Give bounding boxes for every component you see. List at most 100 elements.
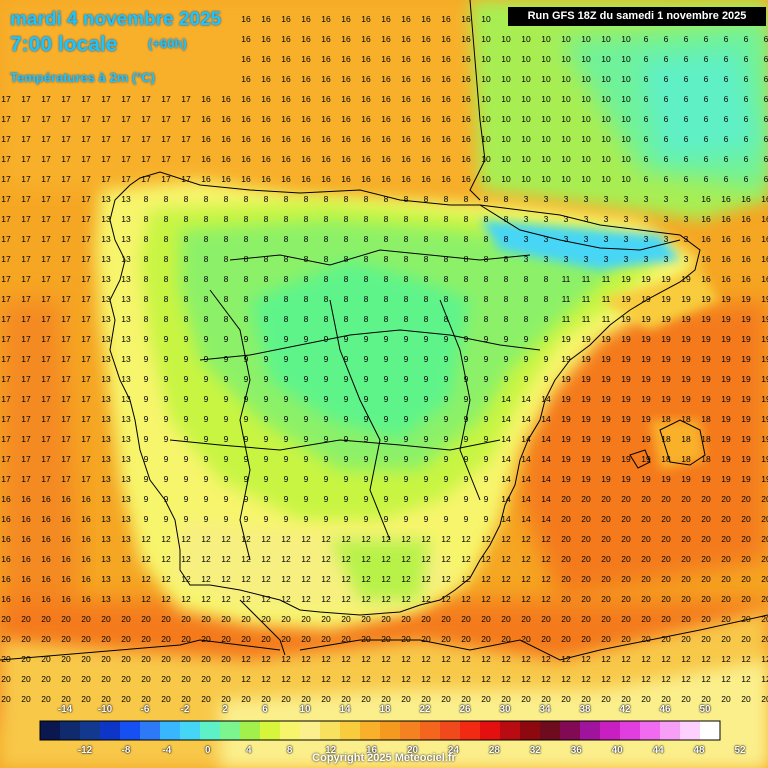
grid-value: 18 — [701, 454, 711, 464]
grid-value: 6 — [644, 34, 649, 44]
grid-value: 20 — [281, 634, 291, 644]
grid-value: 9 — [384, 414, 389, 424]
grid-value: 20 — [661, 614, 671, 624]
grid-value: 11 — [562, 294, 571, 304]
grid-value: 9 — [224, 354, 229, 364]
grid-value: 11 — [582, 274, 591, 284]
grid-value: 16 — [261, 134, 271, 144]
grid-value: 17 — [81, 474, 91, 484]
grid-value: 20 — [681, 534, 691, 544]
grid-value: 10 — [501, 54, 511, 64]
grid-value: 8 — [324, 214, 329, 224]
grid-value: 17 — [61, 154, 71, 164]
grid-value: 17 — [41, 194, 51, 204]
grid-value: 12 — [441, 674, 451, 684]
scale-swatch — [600, 721, 621, 740]
grid-value: 16 — [201, 114, 211, 124]
grid-value: 9 — [484, 334, 489, 344]
grid-value: 8 — [264, 214, 269, 224]
grid-value: 20 — [101, 674, 111, 684]
grid-value: 8 — [284, 294, 289, 304]
grid-value: 20 — [101, 654, 111, 664]
grid-value: 16 — [441, 34, 451, 44]
grid-value: 20 — [61, 654, 71, 664]
grid-value: 12 — [441, 574, 451, 584]
grid-value: 19 — [641, 294, 651, 304]
scale-swatch — [660, 721, 681, 740]
grid-value: 8 — [324, 234, 329, 244]
grid-value: 8 — [204, 234, 209, 244]
grid-value: 9 — [344, 414, 349, 424]
grid-value: 16 — [81, 554, 91, 564]
grid-value: 12 — [241, 674, 251, 684]
grid-value: 20 — [641, 634, 651, 644]
grid-value: 20 — [561, 634, 571, 644]
grid-value: 17 — [1, 234, 11, 244]
grid-value: 19 — [601, 474, 611, 484]
grid-value: 20 — [581, 514, 591, 524]
grid-value: 20 — [621, 534, 631, 544]
grid-value: 10 — [481, 14, 491, 24]
grid-value: 9 — [484, 454, 489, 464]
grid-value: 12 — [321, 674, 331, 684]
grid-value: 3 — [684, 234, 689, 244]
grid-value: 16 — [301, 14, 311, 24]
grid-value: 13 — [101, 554, 111, 564]
grid-value: 8 — [244, 314, 249, 324]
grid-value: 9 — [284, 394, 289, 404]
grid-value: 19 — [561, 374, 571, 384]
grid-value: 16 — [341, 134, 351, 144]
scale-swatch — [680, 721, 701, 740]
grid-value: 16 — [361, 94, 371, 104]
grid-value: 20 — [621, 694, 631, 704]
grid-value: 13 — [101, 374, 111, 384]
grid-value: 20 — [661, 514, 671, 524]
grid-value: 19 — [741, 454, 751, 464]
grid-value: 8 — [424, 234, 429, 244]
grid-value: 16 — [301, 54, 311, 64]
grid-value: 13 — [121, 534, 131, 544]
grid-value: 8 — [184, 294, 189, 304]
grid-value: 10 — [541, 114, 551, 124]
grid-value: 10 — [601, 174, 611, 184]
grid-value: 9 — [384, 474, 389, 484]
grid-value: 20 — [121, 674, 131, 684]
grid-value: 9 — [204, 494, 209, 504]
grid-value: 8 — [344, 194, 349, 204]
grid-value: 16 — [61, 554, 71, 564]
grid-value: 9 — [364, 494, 369, 504]
grid-value: 16 — [21, 494, 31, 504]
grid-value: 9 — [484, 374, 489, 384]
grid-value: 19 — [581, 354, 591, 364]
grid-value: 8 — [404, 274, 409, 284]
grid-value: 12 — [761, 674, 768, 684]
grid-value: 17 — [1, 374, 11, 384]
grid-value: 17 — [41, 114, 51, 124]
grid-value: 16 — [341, 34, 351, 44]
grid-value: 19 — [721, 414, 731, 424]
grid-value: 9 — [204, 334, 209, 344]
grid-value: 19 — [601, 434, 611, 444]
grid-value: 19 — [661, 474, 671, 484]
grid-value: 16 — [281, 14, 291, 24]
grid-value: 20 — [661, 694, 671, 704]
grid-value: 20 — [1, 694, 11, 704]
grid-value: 17 — [81, 254, 91, 264]
grid-value: 6 — [664, 74, 669, 84]
grid-value: 13 — [101, 474, 111, 484]
grid-value: 16 — [201, 94, 211, 104]
scale-swatch — [460, 721, 481, 740]
grid-value: 17 — [1, 354, 11, 364]
grid-value: 9 — [364, 414, 369, 424]
grid-value: 9 — [464, 494, 469, 504]
grid-value: 16 — [361, 54, 371, 64]
grid-value: 9 — [424, 514, 429, 524]
grid-value: 12 — [541, 654, 551, 664]
grid-value: 17 — [1, 314, 11, 324]
grid-value: 16 — [241, 54, 251, 64]
grid-value: 13 — [121, 274, 131, 284]
scale-swatch — [480, 721, 501, 740]
grid-value: 9 — [324, 474, 329, 484]
grid-value: 16 — [361, 74, 371, 84]
grid-value: 12 — [481, 654, 491, 664]
